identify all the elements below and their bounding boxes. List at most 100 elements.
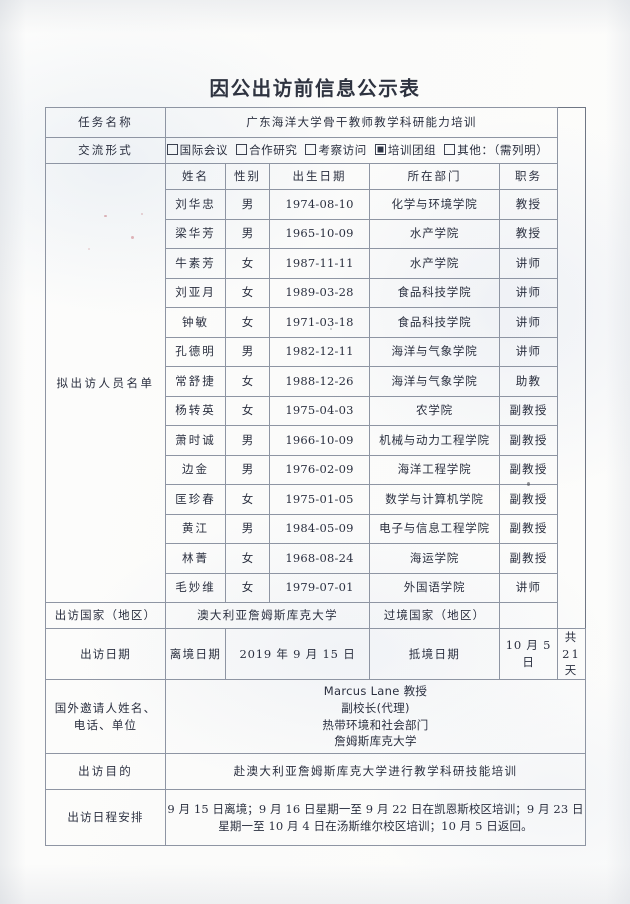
checkbox-icon[interactable] — [444, 144, 456, 156]
inviter-label-line1: 国外邀请人姓名、 — [54, 700, 157, 715]
member-title: 教授 — [499, 189, 558, 220]
visit-country-label: 出访国家（地区） — [45, 602, 166, 629]
inviter-value: Marcus Lane 教授 副校长(代理) 热带环境和社会部门 詹姆斯库克大学 — [165, 679, 586, 755]
member-department: 海洋与气象学院 — [369, 366, 500, 397]
option-cooperative-research[interactable]: 合作研究 — [236, 143, 297, 157]
member-birthdate: 1975-04-03 — [269, 395, 370, 426]
checkbox-icon[interactable] — [166, 144, 178, 156]
depart-date-label: 离境日期 — [165, 627, 226, 681]
member-name: 萧时诚 — [165, 425, 226, 456]
exchange-form-options: 国际会议 合作研究 考察访问 培训团组 其他：（需列明） — [165, 137, 558, 164]
member-title: 副教授 — [499, 513, 558, 544]
schedule-value: 9 月 15 日离境；9 月 16 日星期一至 9 月 22 日在凯恩斯校区培训… — [165, 789, 586, 847]
table-row: 钟敏 女 1971-03-18 食品科技学院 讲师 — [46, 307, 586, 338]
checkbox-icon[interactable] — [236, 144, 248, 156]
column-header-name: 姓名 — [165, 163, 226, 190]
member-gender: 男 — [225, 336, 270, 367]
member-department: 农学院 — [369, 395, 500, 426]
option-other[interactable]: 其他：（需列明） — [444, 143, 548, 157]
member-department: 机械与动力工程学院 — [369, 425, 500, 456]
member-name: 常舒捷 — [165, 366, 226, 397]
member-department: 食品科技学院 — [369, 307, 500, 338]
table-row: 孔德明 男 1982-12-11 海洋与气象学院 讲师 — [46, 336, 586, 367]
task-name-value: 广东海洋大学骨干教师教学科研能力培训 — [165, 107, 558, 138]
table-row: 萧时诚 男 1966-10-09 机械与动力工程学院 副教授 — [46, 425, 586, 456]
member-name: 边金 — [165, 454, 226, 485]
column-header-gender: 性别 — [225, 163, 270, 190]
member-birthdate: 1975-01-05 — [269, 484, 370, 515]
member-birthdate: 1976-02-09 — [269, 454, 370, 485]
row-exchange-form: 交流形式 国际会议 合作研究 考察访问 培训团组 其他：（需列明） — [45, 137, 586, 164]
member-department: 数学与计算机学院 — [369, 484, 500, 515]
option-inspection-visit[interactable]: 考察访问 — [305, 143, 366, 157]
purpose-value: 赴澳大利亚詹姆斯库克大学进行教学科研技能培训 — [165, 753, 586, 791]
inviter-line: 詹姆斯库克大学 — [334, 734, 417, 749]
row-member-columns: 拟出访人员名单 姓名 性别 出生日期 所在部门 职务 — [45, 163, 586, 603]
member-gender: 女 — [225, 366, 270, 397]
table-row: 梁华芳 男 1965-10-09 水产学院 教授 — [46, 218, 586, 249]
member-department: 外国语学院 — [369, 572, 500, 603]
arrive-date-value: 10 月 5 日 — [499, 627, 558, 681]
table-row: 林菁 女 1968-08-24 海运学院 副教授 — [46, 543, 586, 574]
member-department: 电子与信息工程学院 — [369, 513, 500, 544]
inviter-line: Marcus Lane 教授 — [323, 684, 428, 699]
option-label: 其他：（需列明） — [457, 143, 549, 158]
member-title: 副教授 — [499, 484, 558, 515]
member-birthdate: 1988-12-26 — [269, 366, 370, 397]
member-gender: 女 — [225, 484, 270, 515]
transit-country-value — [499, 602, 558, 629]
member-title: 副教授 — [499, 454, 558, 485]
member-department: 海洋工程学院 — [369, 454, 500, 485]
visit-country-value: 澳大利亚詹姆斯库克大学 — [165, 602, 370, 629]
member-department: 水产学院 — [369, 218, 500, 249]
member-department: 食品科技学院 — [369, 277, 500, 308]
member-birthdate: 1989-03-28 — [269, 277, 370, 308]
member-name: 刘华忠 — [165, 189, 226, 220]
depart-date-value: 2019 年 9 月 15 日 — [225, 627, 370, 681]
member-title: 副教授 — [499, 425, 558, 456]
member-gender: 女 — [225, 307, 270, 338]
member-title: 助教 — [499, 366, 558, 397]
arrive-date-label: 抵境日期 — [369, 627, 500, 681]
checkbox-checked-icon[interactable] — [374, 144, 386, 156]
option-label: 考察访问 — [318, 143, 367, 158]
member-title: 讲师 — [499, 336, 558, 367]
task-name-label: 任务名称 — [45, 107, 166, 138]
checkbox-icon[interactable] — [305, 144, 317, 156]
member-gender: 女 — [225, 572, 270, 603]
member-name: 林菁 — [165, 543, 226, 574]
member-name: 黄江 — [165, 513, 226, 544]
transit-country-label: 过境国家（地区） — [369, 602, 500, 629]
option-label: 培训团组 — [387, 143, 437, 158]
member-title: 讲师 — [499, 277, 558, 308]
member-gender: 女 — [225, 277, 270, 308]
option-training-group[interactable]: 培训团组 — [374, 143, 437, 158]
member-birthdate: 1966-10-09 — [269, 425, 370, 456]
member-gender: 女 — [225, 543, 270, 574]
table-row: 毛妙维 女 1979-07-01 外国语学院 讲师 — [46, 572, 586, 603]
member-birthdate: 1974-08-10 — [269, 189, 370, 220]
visit-date-label: 出访日期 — [45, 627, 166, 681]
option-international-conference[interactable]: 国际会议 — [166, 143, 228, 157]
member-title: 副教授 — [499, 543, 558, 574]
page-title: 因公出访前信息公示表 — [209, 77, 421, 100]
table-row: 黄江 男 1984-05-09 电子与信息工程学院 副教授 — [46, 513, 586, 544]
row-visit-country: 出访国家（地区） 澳大利亚詹姆斯库克大学 过境国家（地区） — [45, 602, 586, 629]
member-birthdate: 1984-05-09 — [269, 513, 370, 544]
column-header-birthdate: 出生日期 — [269, 163, 370, 190]
member-name: 牛素芳 — [165, 248, 226, 279]
member-title: 教授 — [499, 218, 558, 249]
member-name: 匡珍春 — [165, 484, 226, 515]
total-days-value: 共 21 天 — [557, 627, 586, 681]
member-name: 杨转英 — [165, 395, 226, 426]
member-birthdate: 1971-03-18 — [269, 307, 370, 338]
member-name: 刘亚月 — [165, 277, 226, 308]
table-row: 刘亚月 女 1989-03-28 食品科技学院 讲师 — [46, 277, 586, 308]
schedule-label: 出访日程安排 — [45, 789, 166, 847]
row-task-name: 任务名称 广东海洋大学骨干教师教学科研能力培训 — [45, 107, 586, 138]
member-gender: 男 — [225, 454, 270, 485]
row-visit-date: 出访日期 离境日期 2019 年 9 月 15 日 抵境日期 10 月 5 日 … — [45, 627, 586, 681]
member-department: 海运学院 — [369, 543, 500, 574]
visit-information-form: 任务名称 广东海洋大学骨干教师教学科研能力培训 交流形式 国际会议 合作研究 考察访… — [45, 107, 586, 847]
member-title: 讲师 — [499, 248, 558, 279]
